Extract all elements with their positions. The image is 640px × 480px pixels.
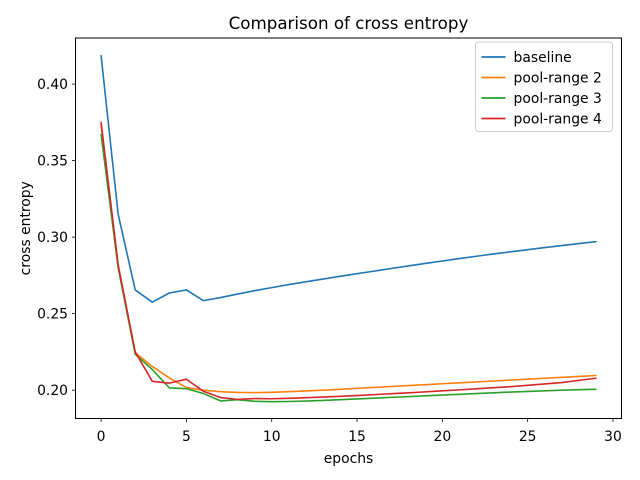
x-tick-label: 20: [434, 429, 452, 445]
x-tick-label: 30: [604, 429, 622, 445]
y-tick-label: 0.30: [37, 230, 68, 246]
x-tick-label: 15: [348, 429, 366, 445]
series-line-baseline: [100, 54, 597, 303]
legend-label: pool-range 4: [514, 111, 602, 127]
y-axis-label: cross entropy: [18, 181, 34, 275]
legend: baseline pool-range 2 pool-range 3 pool-ran…: [475, 41, 613, 132]
x-tick-label: 25: [519, 429, 537, 445]
chart-title: Comparison of cross entropy: [229, 13, 469, 33]
x-tick-label: 0: [97, 429, 106, 445]
x-tick-label: 5: [182, 429, 191, 445]
series-line-pool-range-2: [100, 123, 597, 394]
y-tick-label: 0.35: [37, 153, 68, 169]
series-line-pool-range-4: [100, 121, 597, 401]
axis-ticks: 0 5 10 15 20 25 30 0.20 0.25 0.30 0.35 0.40: [37, 77, 622, 445]
y-tick-label: 0.20: [37, 383, 68, 399]
legend-label: baseline: [514, 50, 572, 66]
x-tick-label: 10: [263, 429, 281, 445]
x-axis-label: epochs: [324, 451, 374, 467]
series-line-pool-range-3: [100, 133, 597, 403]
y-tick-label: 0.25: [37, 306, 68, 322]
y-tick-label: 0.40: [37, 77, 68, 93]
legend-box: [475, 41, 613, 132]
legend-label: pool-range 3: [514, 91, 602, 107]
legend-label: pool-range 2: [514, 70, 602, 86]
data-series: [100, 54, 597, 403]
